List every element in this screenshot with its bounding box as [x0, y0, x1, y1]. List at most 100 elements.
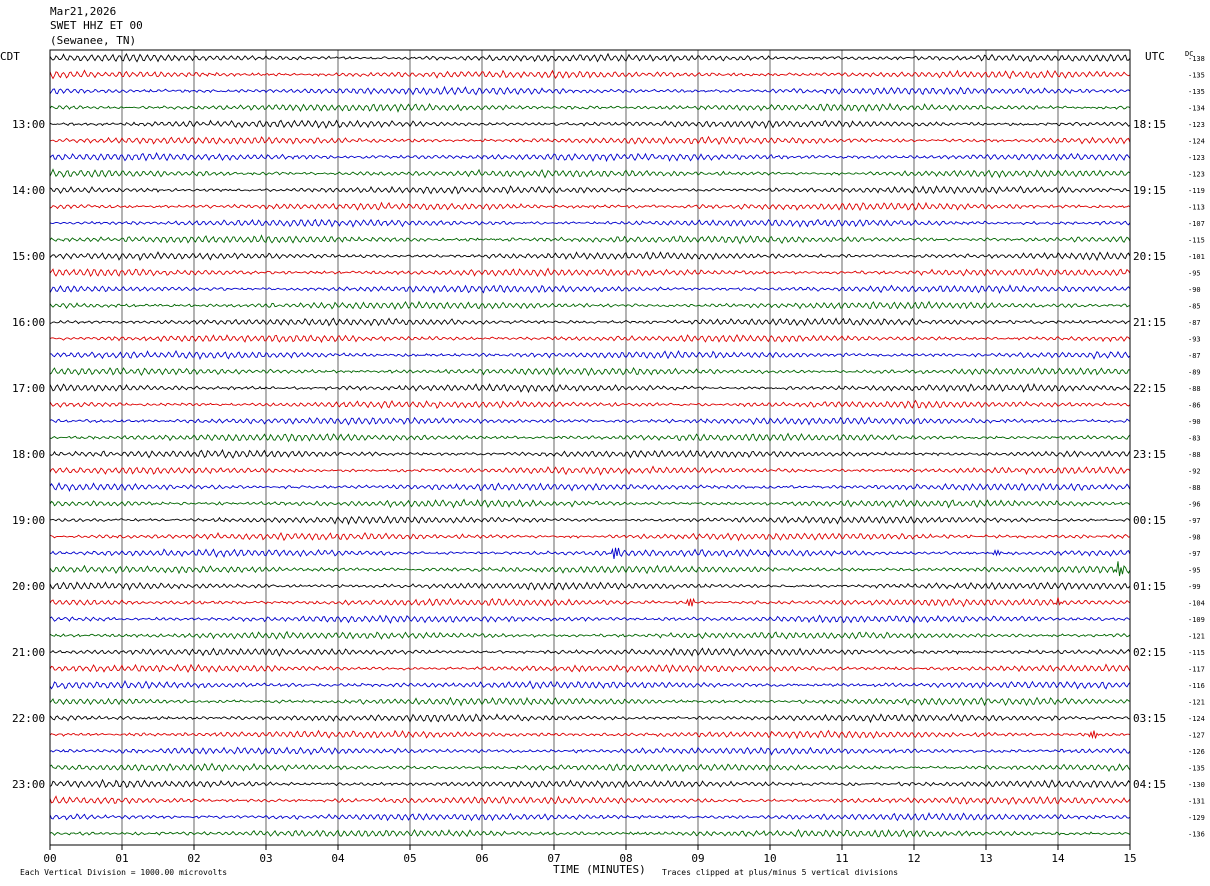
trace-row-6 — [49, 152, 1131, 163]
dc-offset-label: -88 — [1188, 385, 1201, 393]
trace-row-32 — [49, 581, 1131, 591]
dc-offset-label: -87 — [1188, 352, 1201, 360]
x-tick-label: 04 — [331, 852, 345, 865]
dc-offset-label: -92 — [1188, 468, 1201, 476]
trace-row-25 — [49, 465, 1131, 476]
dc-offset-label: -83 — [1188, 435, 1201, 443]
trace-row-27 — [49, 498, 1131, 509]
seismic-traces — [49, 52, 1131, 838]
cdt-hour-label: 17:00 — [12, 382, 45, 395]
trace-row-7 — [49, 168, 1131, 179]
utc-hour-label: 00:15 — [1133, 514, 1166, 527]
trace-row-0 — [49, 52, 1131, 63]
cdt-hour-label: 18:00 — [12, 448, 45, 461]
trace-row-26 — [49, 482, 1131, 492]
x-tick-label: 10 — [763, 852, 776, 865]
utc-hour-label: 01:15 — [1133, 580, 1166, 593]
trace-row-38 — [49, 679, 1131, 690]
x-tick-label: 09 — [691, 852, 704, 865]
cdt-hour-label: 20:00 — [12, 580, 45, 593]
trace-row-30 — [49, 547, 1131, 560]
dc-offset-label: -109 — [1188, 616, 1205, 624]
dc-offset-label: -113 — [1188, 204, 1205, 212]
dc-offset-label: -88 — [1188, 451, 1201, 459]
trace-row-16 — [49, 317, 1131, 327]
x-axis-title: TIME (MINUTES) — [553, 863, 646, 876]
dc-offset-label: -131 — [1188, 798, 1205, 806]
dc-offset-label: -87 — [1188, 319, 1201, 327]
dc-offset-label: -101 — [1188, 253, 1205, 261]
trace-row-41 — [49, 729, 1131, 740]
dc-offset-label: -96 — [1188, 501, 1201, 509]
utc-hour-label: 04:15 — [1133, 778, 1166, 791]
x-tick-label: 14 — [1051, 852, 1065, 865]
trace-row-4 — [49, 119, 1131, 129]
trace-row-33 — [49, 597, 1131, 608]
trace-row-24 — [49, 448, 1131, 459]
utc-timezone-label: UTC — [1145, 50, 1165, 63]
dc-offset-label: -135 — [1188, 765, 1205, 773]
trace-row-17 — [49, 333, 1131, 344]
trace-row-1 — [49, 69, 1131, 80]
scale-note: Each Vertical Division = 1000.00 microvo… — [20, 868, 227, 877]
utc-hour-label: 20:15 — [1133, 250, 1166, 263]
x-tick-label: 07 — [547, 852, 560, 865]
trace-row-34 — [49, 614, 1131, 625]
dc-offset-label: -135 — [1188, 72, 1205, 80]
dc-offset-label: -95 — [1188, 567, 1201, 575]
plot-frame — [49, 49, 1131, 846]
trace-row-11 — [49, 234, 1131, 245]
dc-offset-label: -93 — [1188, 336, 1201, 344]
trace-row-19 — [49, 366, 1131, 377]
dc-offset-label: -127 — [1188, 732, 1205, 740]
dc-offset-label: -121 — [1188, 699, 1205, 707]
trace-row-40 — [49, 713, 1131, 724]
utc-hour-label: 21:15 — [1133, 316, 1166, 329]
cdt-hour-label: 15:00 — [12, 250, 45, 263]
dc-offset-label: -138 — [1188, 55, 1205, 63]
dc-offset-label: -126 — [1188, 748, 1205, 756]
trace-row-22 — [49, 416, 1131, 426]
dc-offset-label: -135 — [1188, 88, 1205, 96]
dc-offset-label: -95 — [1188, 270, 1201, 278]
x-tick-label: 08 — [619, 852, 632, 865]
dc-offset-label: -89 — [1188, 369, 1201, 377]
x-tick-label: 03 — [259, 852, 272, 865]
utc-hour-label: 22:15 — [1133, 382, 1166, 395]
location-label: (Sewanee, TN) — [50, 34, 137, 47]
trace-row-12 — [49, 251, 1131, 262]
trace-row-44 — [49, 778, 1131, 789]
dc-offset-label: -104 — [1188, 600, 1205, 608]
dc-offset-label: -85 — [1188, 303, 1201, 311]
trace-row-31 — [49, 561, 1131, 577]
utc-hour-label: 02:15 — [1133, 646, 1166, 659]
x-tick-label: 05 — [403, 852, 416, 865]
cdt-hour-label: 16:00 — [12, 316, 45, 329]
station-label: SWET HHZ ET 00 — [50, 19, 143, 32]
dc-offset-label: -134 — [1188, 105, 1205, 113]
cdt-hour-label: 22:00 — [12, 712, 45, 725]
dc-offset-label: -115 — [1188, 237, 1205, 245]
clip-note: Traces clipped at plus/minus 5 vertical … — [662, 868, 898, 877]
trace-row-39 — [49, 696, 1131, 707]
dc-offset-label: -115 — [1188, 649, 1205, 657]
dc-offset-label: -88 — [1188, 484, 1201, 492]
trace-row-47 — [49, 828, 1131, 838]
trace-row-42 — [49, 746, 1131, 756]
trace-row-3 — [49, 102, 1131, 113]
trace-row-15 — [49, 300, 1131, 310]
cdt-hour-label: 19:00 — [12, 514, 45, 527]
trace-row-13 — [49, 267, 1131, 277]
cdt-hour-label: 13:00 — [12, 118, 45, 131]
trace-row-5 — [49, 135, 1131, 146]
trace-row-9 — [49, 201, 1131, 212]
cdt-hour-label: 14:00 — [12, 184, 45, 197]
trace-row-43 — [49, 762, 1131, 773]
x-tick-label: 12 — [907, 852, 920, 865]
cdt-hour-label: 23:00 — [12, 778, 45, 791]
minute-gridlines — [49, 50, 1131, 850]
dc-offset-label: -123 — [1188, 171, 1205, 179]
dc-offset-label: -121 — [1188, 633, 1205, 641]
trace-row-18 — [49, 349, 1131, 360]
